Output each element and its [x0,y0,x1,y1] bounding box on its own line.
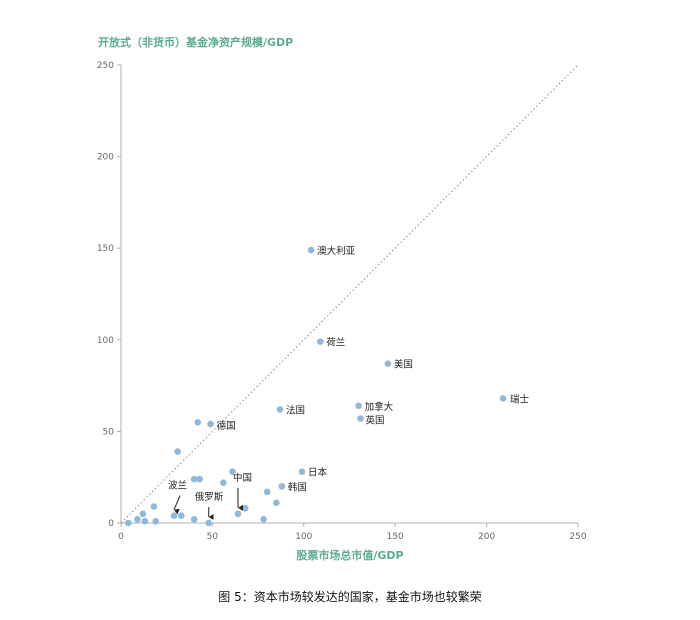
reference-line [120,64,579,524]
data-point [316,338,324,345]
y-tick-label: 200 [97,153,114,163]
data-point [298,468,306,476]
data-point [125,519,132,527]
data-point [152,517,160,525]
data-point [384,360,392,367]
label-arrow [173,495,181,515]
y-tick-label: 150 [97,244,114,254]
x-tick-label: 200 [478,532,495,542]
y-tick-label: 100 [97,336,114,346]
chart-title: 开放式（非货币）基金净资产规模/GDP [98,36,294,49]
point-label: 法国 [286,404,305,416]
point-label: 澳大利亚 [317,245,356,257]
point-label: 德国 [217,420,236,432]
point-label: 俄罗斯 [195,491,224,503]
x-axis-title: 股票市场总市值/GDP [296,549,404,562]
data-point [141,517,149,525]
data-point [260,516,267,523]
data-point [134,516,141,523]
data-point [357,415,364,422]
data-point [139,510,147,518]
data-point [190,475,198,483]
data-point [190,516,198,523]
data-point [205,519,213,527]
data-point [229,468,236,476]
data-point [242,505,249,512]
data-point [234,510,242,518]
point-label: 瑞士 [510,393,530,405]
y-tick-label: 0 [108,519,114,529]
point-label: 日本 [308,467,328,479]
figure-caption: 图 5：资本市场较发达的国家，基金市场也较繁荣 [218,590,482,604]
data-point [307,246,315,254]
x-tick-label: 100 [295,532,312,542]
data-point [178,512,185,519]
data-point [278,483,286,490]
y-tick-label: 50 [103,427,115,437]
data-point [355,402,362,410]
data-point [263,488,271,496]
data-point [499,395,507,402]
data-point [273,499,280,507]
data-point [194,418,202,426]
point-label: 英国 [365,415,384,427]
x-tick-label: 0 [118,532,124,542]
x-tick-label: 150 [387,532,404,542]
data-point [207,420,214,428]
axes: 0 50 100 150 200 250 0 50 100 150 200 250 [97,61,587,542]
data-point [276,406,284,413]
data-point [150,503,158,510]
x-tick-label: 50 [207,532,219,542]
point-label: 荷兰 [326,337,345,349]
data-point [196,475,203,483]
point-label: 加拿大 [365,401,394,413]
x-tick-label: 250 [569,532,586,542]
point-label: 韩国 [288,481,307,493]
point-label: 波兰 [168,480,187,492]
point-label: 中国 [233,472,252,484]
y-tick-label: 250 [97,61,114,71]
data-point [170,512,178,519]
diagonal-reference-line [120,64,579,524]
point-label: 美国 [394,359,413,371]
data-point [220,479,227,486]
data-point [174,448,181,455]
